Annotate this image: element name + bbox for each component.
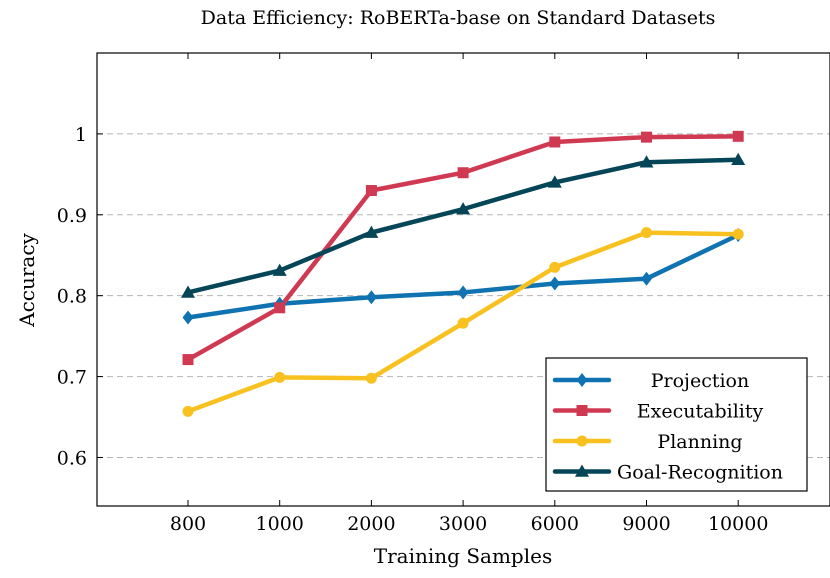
y-tick-label: 0.6 [57, 447, 87, 469]
data-point-planning [549, 261, 561, 273]
legend-label-goal-recognition: Goal-Recognition [617, 462, 783, 484]
x-tick-label: 10000 [708, 513, 768, 535]
x-axis: 800 1000 2000 3000 6000 9000 10000 [170, 53, 768, 535]
data-point-goal-recognition [639, 155, 654, 168]
x-tick-label: 1000 [256, 513, 304, 535]
y-axis: 0.6 0.7 0.8 0.9 1 [57, 124, 103, 469]
data-point-projection [549, 276, 561, 291]
y-tick-label: 0.8 [57, 286, 87, 308]
chart-title: Data Efficiency: RoBERTa-base on Standar… [201, 7, 716, 29]
data-point-goal-recognition [547, 175, 562, 188]
legend: Projection Executability Planning Goal-Reco… [545, 357, 808, 492]
y-tick-label: 0.9 [57, 205, 87, 227]
data-point-executability [732, 130, 744, 142]
x-axis-label: Training Samples [374, 544, 552, 568]
data-point-goal-recognition [181, 285, 195, 298]
data-point-projection [641, 271, 652, 286]
data-point-planning [182, 405, 194, 417]
data-point-projection [365, 290, 377, 305]
data-point-executability [182, 354, 194, 366]
x-tick-label: 9000 [622, 513, 670, 535]
x-tick-label: 3000 [439, 513, 487, 535]
x-tick-label: 2000 [347, 513, 395, 535]
data-point-planning [641, 227, 652, 239]
data-point-projection [457, 285, 469, 300]
data-point-planning [274, 371, 286, 383]
data-point-goal-recognition [364, 225, 379, 238]
series-line-projection [185, 232, 741, 320]
data-point-planning [732, 228, 744, 240]
data-point-executability [549, 136, 561, 148]
data-point-executability [274, 302, 286, 314]
y-tick-label: 1 [75, 124, 87, 146]
data-point-executability [457, 167, 469, 179]
data-point-executability [365, 185, 377, 197]
data-point-goal-recognition [456, 202, 471, 215]
x-tick-label: 6000 [531, 513, 579, 535]
series-markers [181, 130, 746, 417]
data-point-goal-recognition [272, 263, 287, 276]
legend-label-executability: Executability [637, 401, 764, 423]
legend-marker-goal-recognition [575, 464, 589, 477]
data-point-goal-recognition [731, 152, 746, 166]
data-point-executability [641, 131, 652, 143]
x-tick-label: 800 [170, 513, 206, 535]
y-axis-label: Accuracy [15, 232, 39, 327]
legend-label-planning: Planning [657, 431, 742, 453]
legend-marker-executability [576, 405, 588, 416]
data-point-projection [182, 310, 194, 325]
data-point-planning [457, 317, 469, 329]
legend-marker-projection [576, 373, 588, 387]
data-point-planning [365, 372, 377, 384]
y-tick-label: 0.7 [57, 367, 87, 389]
legend-marker-planning [576, 435, 588, 447]
legend-label-projection: Projection [651, 370, 749, 392]
